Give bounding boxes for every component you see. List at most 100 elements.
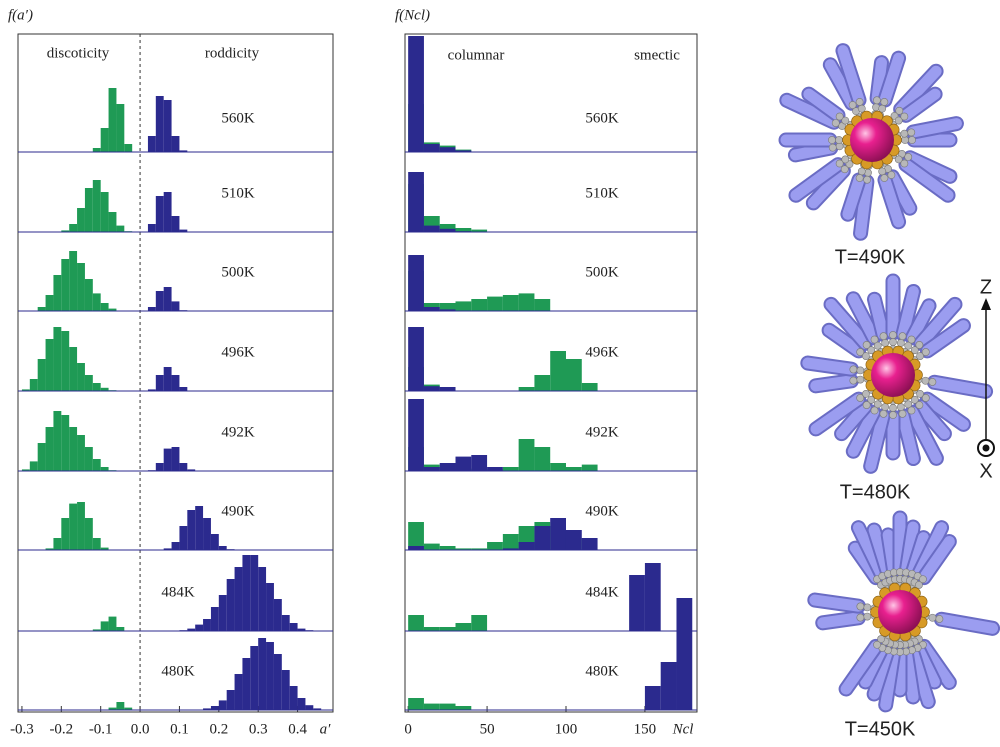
rod <box>817 612 864 629</box>
histogram-bar <box>108 88 117 152</box>
row-label: 560K <box>221 110 255 126</box>
histogram-bar <box>534 447 551 471</box>
molecule-snapshots <box>778 43 1000 713</box>
histogram-bar <box>273 599 282 631</box>
bead <box>915 581 923 589</box>
bead <box>856 602 865 611</box>
snapshot-label: T=490K <box>835 246 906 268</box>
histogram-bar <box>171 542 180 550</box>
histogram-bar <box>439 309 456 311</box>
rod <box>809 594 864 612</box>
row-label: 560K <box>585 110 619 126</box>
histogram-bar <box>266 583 274 631</box>
x-tick-label: 0 <box>404 721 412 737</box>
histogram-bar <box>147 136 156 152</box>
bead <box>900 112 909 121</box>
bead <box>928 613 937 622</box>
bead <box>849 376 858 385</box>
histogram-bar <box>502 534 519 550</box>
bead <box>873 400 882 409</box>
histogram-bar <box>313 708 322 710</box>
x-tick-label: -0.2 <box>49 721 73 737</box>
histogram-bar <box>100 387 109 391</box>
histogram-bar <box>550 463 566 471</box>
histogram-bar <box>116 225 125 232</box>
histogram-bar <box>455 548 472 550</box>
bead <box>878 104 887 113</box>
histogram-bar <box>210 607 219 631</box>
histogram-bar <box>487 542 503 550</box>
rod <box>842 174 865 220</box>
legend-label: columnar <box>448 47 505 63</box>
bead <box>904 153 913 161</box>
histogram-bar <box>502 467 519 471</box>
histogram-bar <box>61 518 70 550</box>
histogram-bar <box>69 224 78 232</box>
histogram-bar <box>155 96 164 152</box>
bead <box>907 128 916 137</box>
bead <box>855 98 864 106</box>
histogram-bar <box>297 628 306 631</box>
histogram-bar <box>100 128 109 152</box>
x-tick-label: -0.3 <box>10 721 34 737</box>
histogram-bar <box>408 698 424 710</box>
rod <box>913 522 948 580</box>
rod <box>790 159 844 201</box>
bead <box>916 390 924 398</box>
x-tick-label: 0.1 <box>170 721 189 737</box>
rod <box>900 521 919 576</box>
bead <box>862 401 871 409</box>
histogram-bar <box>195 624 204 631</box>
rod <box>868 293 889 340</box>
row-label: 492K <box>585 424 619 440</box>
rod <box>824 59 858 109</box>
histogram-bar <box>84 188 93 232</box>
histogram-bar <box>234 674 243 710</box>
axis-dot <box>982 444 990 452</box>
histogram-bar <box>92 459 101 471</box>
histogram-bar <box>163 100 172 152</box>
histogram-bar <box>179 229 188 232</box>
histogram-bar <box>84 518 93 550</box>
histogram-bar <box>226 579 235 631</box>
bead <box>863 175 872 184</box>
bead <box>894 116 903 125</box>
histogram-bar <box>195 506 204 550</box>
bead <box>855 174 864 182</box>
histogram-bar <box>69 251 78 311</box>
left-frame <box>17 33 334 713</box>
histogram-bar <box>660 662 677 710</box>
rod <box>868 524 893 578</box>
bead <box>878 167 887 176</box>
histogram-bar <box>69 503 78 550</box>
bead <box>904 400 913 409</box>
histogram-bar <box>581 538 598 550</box>
right-frame <box>404 33 698 713</box>
bead <box>828 136 836 144</box>
axis-x: X <box>979 460 992 482</box>
histogram-bar <box>92 629 101 631</box>
histogram-bar <box>518 293 535 311</box>
bead <box>915 341 924 349</box>
bead <box>896 339 905 347</box>
rod <box>803 88 844 121</box>
histogram-bar <box>92 293 101 311</box>
histogram-bar <box>77 502 85 550</box>
bead <box>831 119 840 127</box>
bead <box>877 635 885 643</box>
arrow-head <box>981 298 991 310</box>
histogram-bar <box>92 148 101 152</box>
histogram-bar <box>155 463 164 471</box>
bead <box>895 106 904 115</box>
rod <box>810 375 857 392</box>
histogram-bar <box>53 275 62 311</box>
rod <box>918 640 955 688</box>
histogram-bar <box>423 144 440 152</box>
legend-label: discoticity <box>47 45 110 61</box>
histogram-bar <box>455 150 472 152</box>
histogram-bar <box>179 150 188 152</box>
histogram-bar <box>163 367 172 391</box>
histogram-bar <box>471 229 488 232</box>
histogram-bar <box>487 467 503 471</box>
row-label: 484K <box>161 584 195 600</box>
